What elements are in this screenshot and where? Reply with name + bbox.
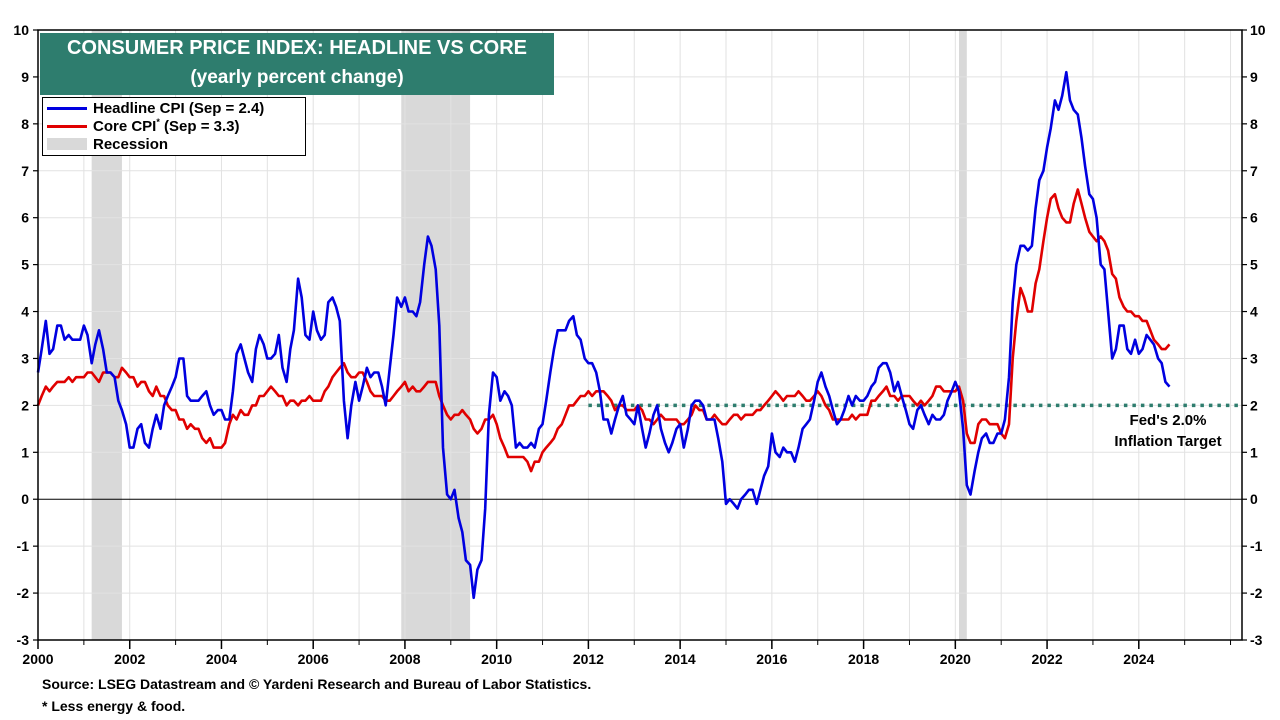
y-tick-label-left: 10 [13,22,29,38]
legend-swatch-headline [47,106,87,110]
y-tick-label-left: -1 [17,538,30,554]
legend-item-recession: Recession [47,135,168,153]
y-tick-label-right: 10 [1250,22,1266,38]
y-tick-label-left: -3 [17,632,30,648]
legend-swatch-core [47,124,87,128]
legend-label-recession: Recession [93,135,169,153]
y-tick-label-left: 8 [21,116,29,132]
x-tick-label: 2024 [1123,651,1154,667]
axis-ticks: 10 109 98 87 76 65 54 43 32 21 10 0-1 -1-2 -2-3 -32000… [13,22,1265,667]
x-tick-label: 2002 [114,651,145,667]
x-tick-label: 2014 [665,651,696,667]
legend-label-core: Core CPI* (Sep = 3.3) [93,117,240,135]
x-tick-label: 2006 [298,651,329,667]
y-tick-label-right: 9 [1250,69,1258,85]
y-tick-label-right: -3 [1250,632,1263,648]
x-tick-label: 2016 [756,651,787,667]
y-tick-label-right: -2 [1250,585,1263,601]
chart-title: CONSUMER PRICE INDEX: HEADLINE VS CORE [66,37,528,59]
y-tick-label-right: 3 [1250,350,1258,366]
x-tick-label: 2020 [940,651,971,667]
y-tick-label-left: 6 [21,210,29,226]
chart-subtitle: (yearly percent change) [190,67,404,88]
y-tick-label-left: 3 [21,350,29,366]
y-tick-label-left: 2 [21,397,29,413]
x-tick-label: 2012 [573,651,604,667]
legend-swatch-recession [47,138,87,150]
footnote: * Less energy & food. [42,698,186,714]
x-tick-label: 2004 [206,651,237,667]
x-tick-label: 2022 [1031,651,1062,667]
plot-frame [37,29,1243,641]
y-tick-label-right: 0 [1250,491,1258,507]
fed-target-line2: Inflation Target [1114,433,1222,450]
legend: Headline CPI (Sep = 2.4) Core CPI* (Sep … [42,97,306,156]
y-tick-label-right: 1 [1250,444,1258,460]
core-cpi-line [36,188,1171,473]
legend-core-suffix: (Sep = 3.3) [159,118,240,135]
legend-label-headline: Headline CPI (Sep = 2.4) [93,99,265,117]
fed-target-annotation: Fed's 2.0% Inflation Target [1100,410,1236,452]
recession-band [401,30,471,640]
headline-cpi-line [36,70,1171,600]
y-tick-label-left: 5 [21,257,29,273]
y-tick-label-right: 7 [1250,163,1258,179]
x-tick-label: 2010 [481,651,512,667]
chart-title-box: CONSUMER PRICE INDEX: HEADLINE VS CORE (… [40,33,554,95]
x-tick-label: 2000 [22,651,53,667]
legend-core-prefix: Core CPI [93,118,157,135]
y-tick-label-right: 4 [1250,304,1258,320]
source-note: Source: LSEG Datastream and © Yardeni Re… [42,676,592,692]
y-tick-label-right: 2 [1250,397,1258,413]
legend-item-headline: Headline CPI (Sep = 2.4) [47,99,264,117]
y-tick-label-left: 1 [21,444,29,460]
fed-target-line1: Fed's 2.0% [1129,412,1207,429]
y-tick-label-left: 0 [21,491,29,507]
y-tick-label-right: 8 [1250,116,1258,132]
recession-band [959,30,967,640]
legend-core-sup: * [156,117,160,127]
y-tick-label-right: -1 [1250,538,1263,554]
y-tick-label-left: -2 [17,585,30,601]
y-tick-label-left: 4 [21,304,29,320]
y-tick-label-left: 7 [21,163,29,179]
y-tick-label-right: 6 [1250,210,1258,226]
y-tick-label-left: 9 [21,69,29,85]
legend-item-core: Core CPI* (Sep = 3.3) [47,117,240,135]
y-tick-label-right: 5 [1250,257,1258,273]
x-tick-label: 2008 [389,651,420,667]
x-tick-label: 2018 [848,651,879,667]
